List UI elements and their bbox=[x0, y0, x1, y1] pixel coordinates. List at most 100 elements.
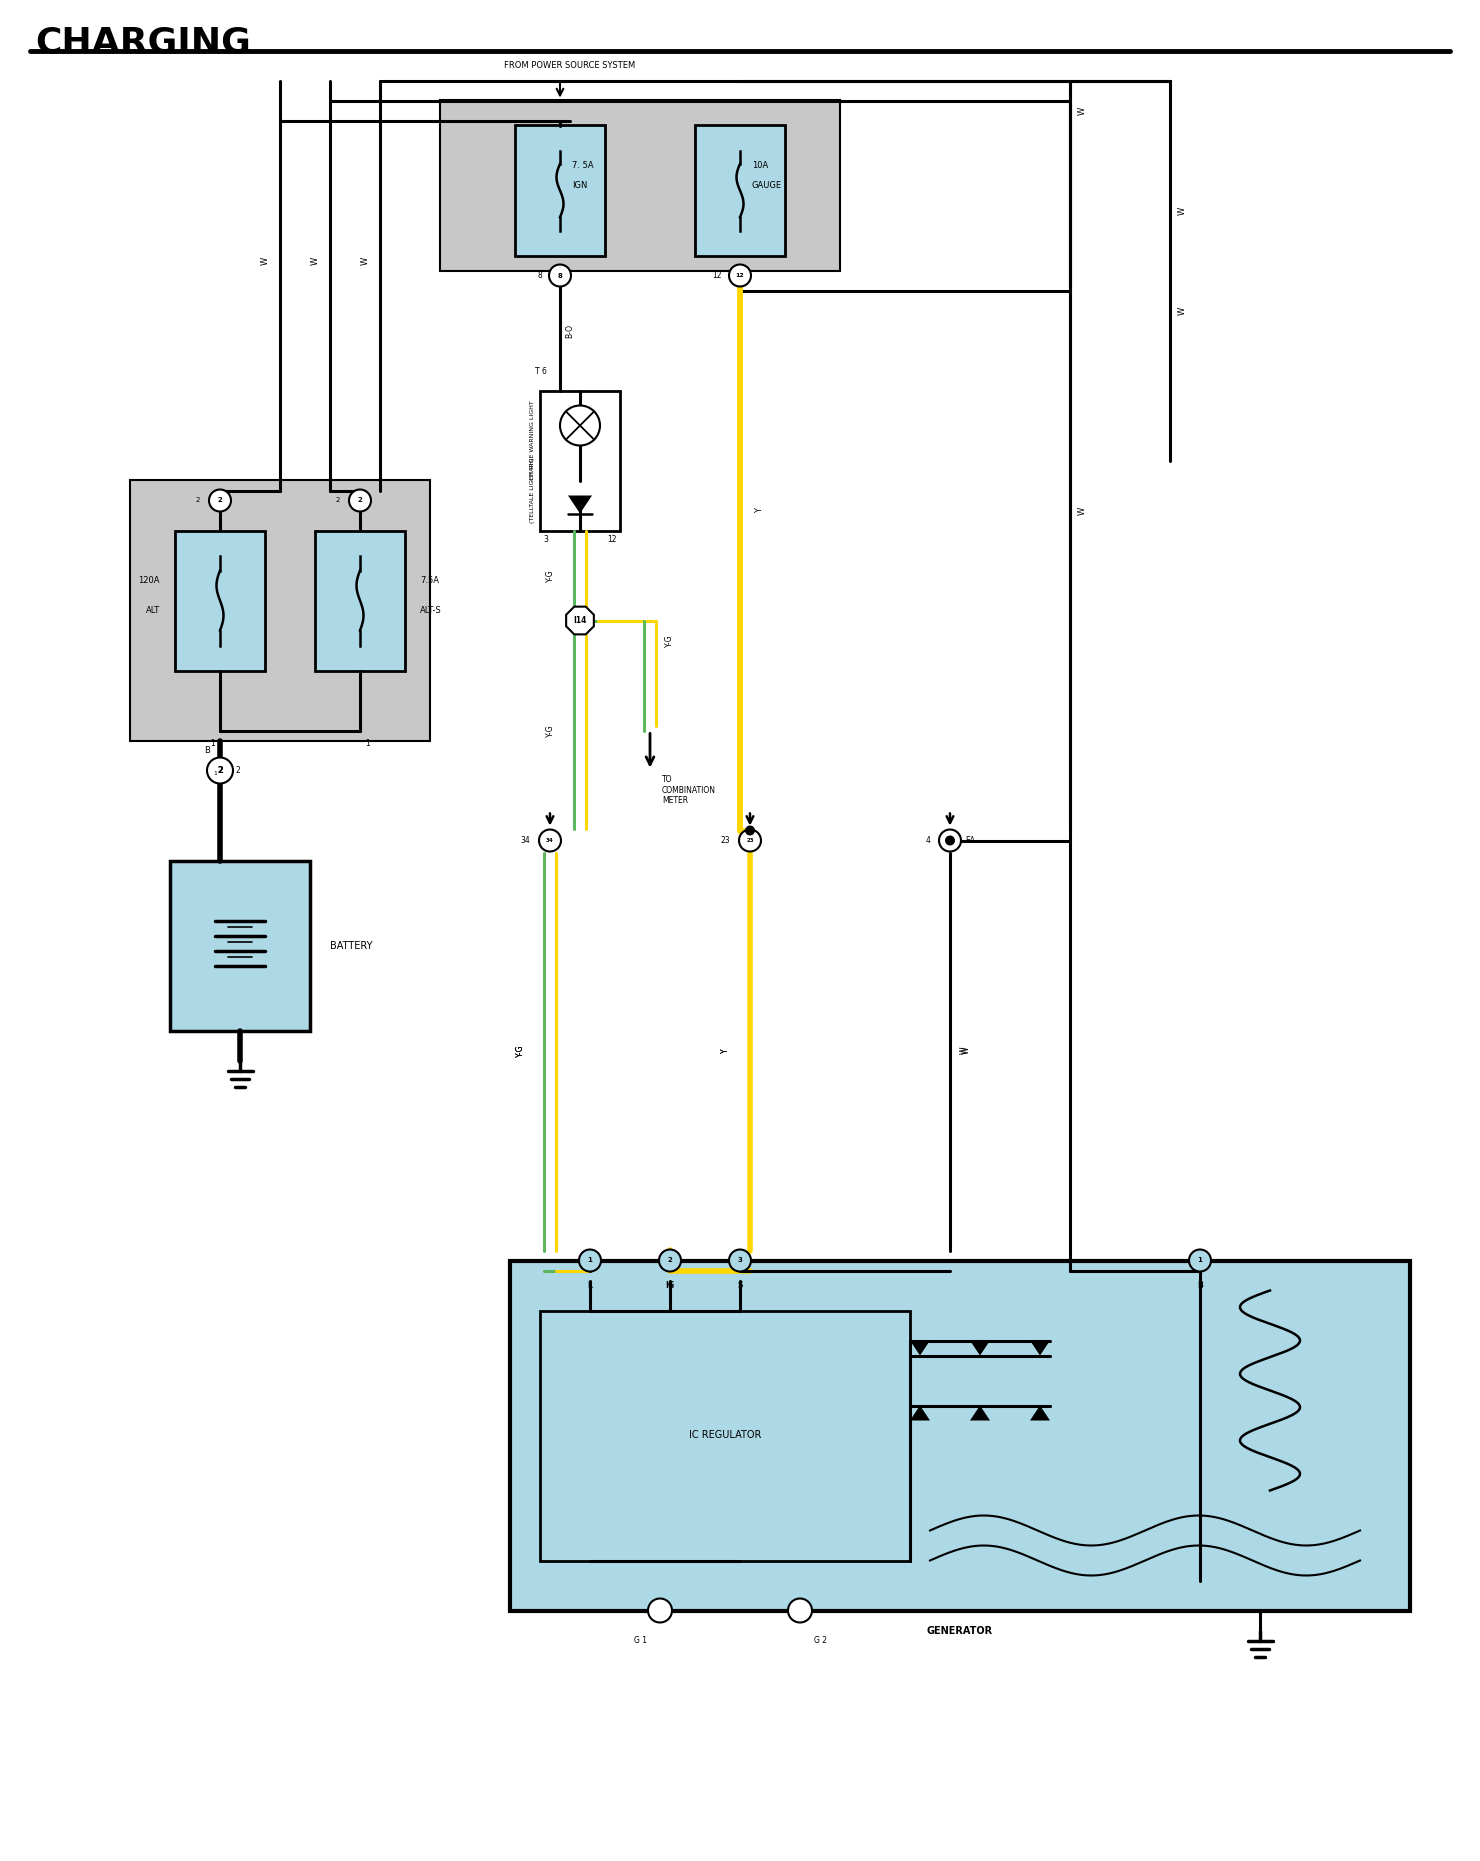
Circle shape bbox=[207, 757, 232, 783]
Text: CHARGING: CHARGING bbox=[36, 26, 250, 60]
Text: BATTERY: BATTERY bbox=[330, 940, 373, 951]
Circle shape bbox=[938, 830, 961, 852]
Text: 3: 3 bbox=[737, 1258, 743, 1264]
Circle shape bbox=[946, 836, 955, 845]
Polygon shape bbox=[969, 1405, 990, 1420]
Text: Y: Y bbox=[721, 1048, 730, 1053]
Circle shape bbox=[730, 1249, 750, 1271]
Text: B-O: B-O bbox=[565, 324, 574, 337]
Text: (TELLTALE LIGHT RH): (TELLTALE LIGHT RH) bbox=[530, 458, 534, 523]
Text: 7. 5A: 7. 5A bbox=[571, 162, 593, 169]
Text: I14: I14 bbox=[573, 616, 586, 625]
Bar bbox=[170, 860, 309, 1031]
Text: GAUGE: GAUGE bbox=[752, 181, 781, 190]
Bar bbox=[175, 530, 265, 670]
Circle shape bbox=[579, 1249, 601, 1271]
Polygon shape bbox=[1030, 1405, 1049, 1420]
Circle shape bbox=[559, 406, 599, 445]
Bar bbox=[130, 480, 431, 741]
Text: 2: 2 bbox=[358, 497, 363, 504]
Circle shape bbox=[730, 264, 750, 287]
Text: EA: EA bbox=[965, 836, 975, 845]
Text: 2: 2 bbox=[218, 767, 223, 774]
Text: IG: IG bbox=[666, 1280, 675, 1290]
Text: 1: 1 bbox=[366, 739, 370, 748]
Text: G 1: G 1 bbox=[633, 1636, 647, 1645]
Text: Y-G: Y-G bbox=[546, 569, 555, 582]
Text: 1: 1 bbox=[213, 770, 218, 776]
Text: 1: 1 bbox=[588, 1258, 592, 1264]
Text: TO
COMBINATION
METER: TO COMBINATION METER bbox=[662, 776, 716, 806]
Text: GENERATOR: GENERATOR bbox=[926, 1625, 993, 1636]
Text: ALT-S: ALT-S bbox=[420, 607, 441, 614]
Text: 12: 12 bbox=[736, 274, 744, 277]
Text: 23: 23 bbox=[721, 836, 730, 845]
Text: 3: 3 bbox=[543, 536, 548, 545]
Text: FROM POWER SOURCE SYSTEM: FROM POWER SOURCE SYSTEM bbox=[505, 61, 635, 71]
Text: W: W bbox=[311, 257, 320, 264]
Bar bbox=[696, 125, 784, 255]
Text: 23: 23 bbox=[746, 837, 753, 843]
Circle shape bbox=[744, 826, 755, 836]
Text: L: L bbox=[588, 1280, 592, 1290]
Text: Y-G: Y-G bbox=[665, 635, 673, 648]
Text: W: W bbox=[1077, 106, 1086, 115]
Text: 12: 12 bbox=[607, 536, 617, 545]
Text: Y-G: Y-G bbox=[517, 1044, 525, 1057]
Text: 7.5A: 7.5A bbox=[420, 577, 440, 584]
Text: CHARGE WARNING LIGHT: CHARGE WARNING LIGHT bbox=[530, 400, 534, 480]
Polygon shape bbox=[910, 1340, 929, 1355]
Text: 2: 2 bbox=[218, 767, 222, 774]
Circle shape bbox=[787, 1599, 813, 1623]
Text: 1: 1 bbox=[210, 739, 215, 748]
Circle shape bbox=[1188, 1249, 1211, 1271]
Text: W: W bbox=[1178, 307, 1187, 315]
Circle shape bbox=[659, 1249, 681, 1271]
Polygon shape bbox=[568, 495, 592, 514]
Text: S: S bbox=[737, 1280, 743, 1290]
Polygon shape bbox=[969, 1340, 990, 1355]
Text: G 2: G 2 bbox=[814, 1636, 826, 1645]
Polygon shape bbox=[1030, 1340, 1049, 1355]
Text: 120A: 120A bbox=[139, 577, 160, 584]
Text: T 6: T 6 bbox=[534, 367, 548, 376]
Text: W: W bbox=[1077, 506, 1086, 515]
Text: 1: 1 bbox=[1197, 1258, 1202, 1264]
Text: W: W bbox=[1178, 207, 1187, 214]
Text: 2: 2 bbox=[218, 497, 222, 504]
Polygon shape bbox=[910, 1405, 929, 1420]
Text: 34: 34 bbox=[521, 836, 530, 845]
Bar bbox=[440, 100, 841, 270]
Text: W: W bbox=[962, 1046, 971, 1053]
Bar bbox=[515, 125, 605, 255]
Bar bbox=[540, 1310, 910, 1561]
Text: Y: Y bbox=[721, 1048, 730, 1053]
Text: Y: Y bbox=[755, 508, 764, 514]
Text: IGN: IGN bbox=[571, 181, 588, 190]
Circle shape bbox=[539, 830, 561, 852]
Text: Y-G: Y-G bbox=[517, 1044, 525, 1057]
Bar bbox=[540, 391, 620, 530]
Text: Y-G: Y-G bbox=[546, 724, 555, 737]
Text: W: W bbox=[361, 257, 370, 264]
Circle shape bbox=[739, 830, 761, 852]
Bar bbox=[511, 1260, 1410, 1610]
Text: B: B bbox=[1197, 1280, 1203, 1290]
Text: 2: 2 bbox=[235, 767, 241, 774]
Circle shape bbox=[549, 264, 571, 287]
Text: IC REGULATOR: IC REGULATOR bbox=[688, 1431, 761, 1440]
Text: 2: 2 bbox=[667, 1258, 672, 1264]
Text: W: W bbox=[260, 257, 269, 264]
Circle shape bbox=[648, 1599, 672, 1623]
Polygon shape bbox=[567, 607, 593, 635]
Text: 12: 12 bbox=[712, 272, 722, 279]
Text: B: B bbox=[204, 746, 210, 756]
Bar bbox=[315, 530, 406, 670]
Text: 8: 8 bbox=[537, 272, 542, 279]
Circle shape bbox=[349, 489, 371, 512]
Text: ALT: ALT bbox=[145, 607, 160, 614]
Text: 2: 2 bbox=[195, 497, 200, 504]
Circle shape bbox=[209, 489, 231, 512]
Text: 34: 34 bbox=[546, 837, 554, 843]
Text: 8: 8 bbox=[558, 272, 562, 279]
